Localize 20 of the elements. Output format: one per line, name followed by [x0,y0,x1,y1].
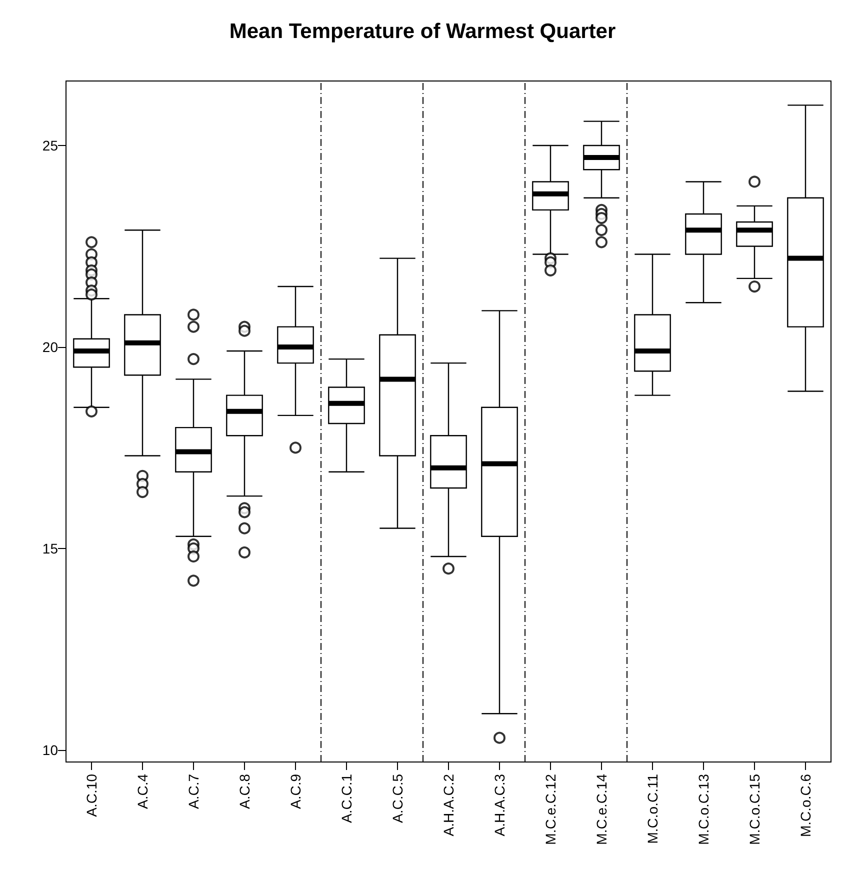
y-tick-label: 20 [42,338,58,355]
x-tick-label: A.C.7 [186,774,202,810]
x-tick-label: M.C.o.C.11 [644,774,660,844]
x-tick-label: M.C.o.C.6 [798,774,814,838]
x-tick-label: M.C.e.C.14 [594,774,610,845]
x-tick-label: A.H.A.C.3 [492,774,508,836]
x-tick-label: A.C.8 [236,774,252,810]
x-tick-label: A.H.A.C.2 [440,774,456,836]
x-tick-label: M.C.e.C.12 [542,774,558,845]
x-tick-label: A.C.4 [134,774,150,810]
y-tick-label: 15 [42,540,58,556]
x-tick-label: A.C.9 [288,774,304,810]
x-tick-label: A.C.10 [84,774,100,817]
chart-title: Mean Temperature of Warmest Quarter [229,20,616,43]
x-tick-label: A.C.C.5 [390,774,406,824]
x-tick-label: M.C.o.C.13 [696,774,712,845]
x-tick-label: A.C.C.1 [338,774,354,824]
y-tick-label: 10 [42,742,58,758]
x-tick-label: M.C.o.C.15 [746,774,762,845]
y-tick-label: 25 [42,137,58,154]
